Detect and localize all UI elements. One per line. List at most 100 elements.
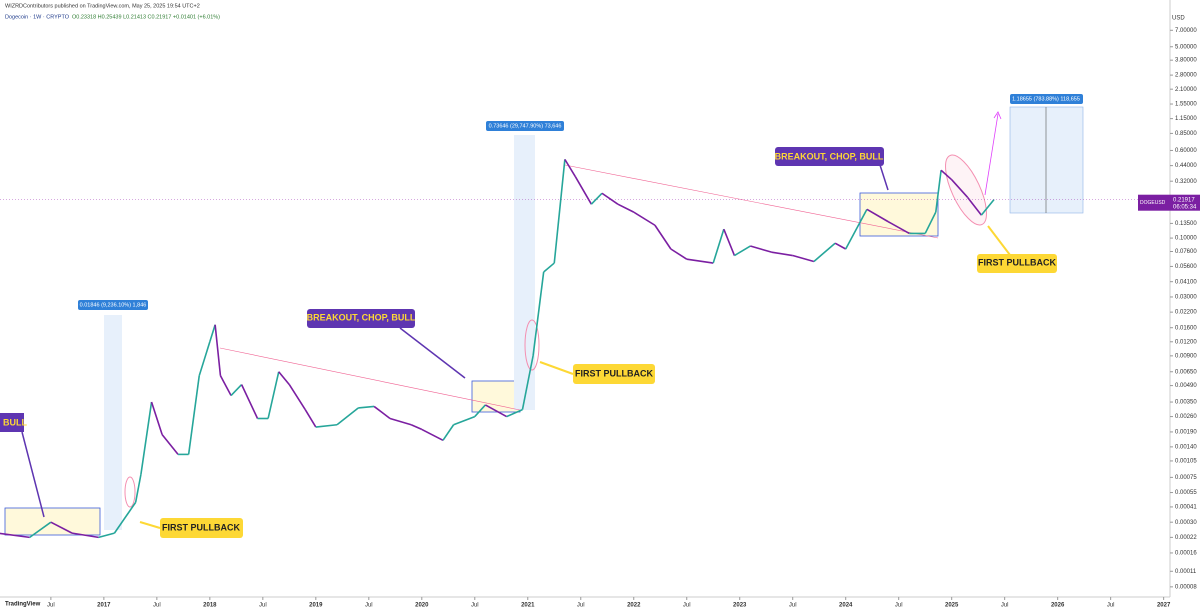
price-segment <box>421 428 444 442</box>
pointer <box>21 431 45 518</box>
price-segment <box>50 521 73 534</box>
price-segment <box>532 271 545 356</box>
y-tick-label: 0.13500 <box>1175 221 1197 227</box>
price-segment <box>373 405 391 420</box>
label-box <box>160 518 243 538</box>
y-tick-label: 0.00030 <box>1175 520 1197 526</box>
pointer <box>399 327 466 379</box>
x-tick-label: Jul <box>577 603 585 609</box>
label-box <box>307 309 415 328</box>
price-segment <box>187 375 201 455</box>
ellipse <box>524 319 540 371</box>
last-price-label: 0.21917 <box>1173 197 1195 203</box>
price-segment <box>278 371 290 386</box>
y-tick-label: 0.00075 <box>1175 475 1197 481</box>
y-tick-label: 2.10000 <box>1175 87 1197 93</box>
x-tick-label: 2023 <box>733 603 747 609</box>
price-segment <box>887 220 910 235</box>
y-tick-label: 3.80000 <box>1175 58 1197 64</box>
y-tick-label: 1.15000 <box>1175 116 1197 122</box>
price-segment <box>453 415 476 426</box>
price-segment <box>29 521 52 539</box>
price-series <box>0 158 995 539</box>
y-tick-label: 0.03000 <box>1175 295 1197 301</box>
x-tick-label: Jul <box>789 603 797 609</box>
annotation: FIRST PULLBACK <box>162 522 240 532</box>
y-tick-label: 0.00041 <box>1175 504 1197 510</box>
price-segment <box>140 401 153 475</box>
y-tick-label: 0.02200 <box>1175 310 1197 316</box>
y-tick-label: 0.00105 <box>1175 459 1197 465</box>
measure-box <box>1009 106 1084 214</box>
y-tick-label: 0.00055 <box>1175 490 1197 496</box>
price-segment <box>98 532 115 539</box>
measure-box <box>514 135 535 410</box>
x-tick-label: Jul <box>895 603 903 609</box>
price-segment <box>304 409 317 428</box>
price-segment <box>484 404 507 418</box>
trendline <box>564 164 939 239</box>
footer: TradingView <box>5 602 41 608</box>
y-tick-label: 0.05600 <box>1175 264 1197 270</box>
x-tick-label: 2019 <box>309 603 323 609</box>
series-name: DOGEUSD <box>1140 200 1166 206</box>
pointer <box>139 521 161 529</box>
label-box <box>775 147 884 166</box>
price-segment <box>288 384 306 411</box>
price-segment <box>71 532 99 539</box>
price-segment <box>686 258 714 264</box>
price-segment <box>712 228 725 264</box>
y-tick-label: 0.00350 <box>1175 400 1197 406</box>
x-tick-label: Jul <box>153 603 161 609</box>
zone <box>859 192 939 237</box>
x-tick-label: 2018 <box>203 603 217 609</box>
price-segment <box>506 408 523 418</box>
price-segment <box>633 211 656 226</box>
x-tick-label: Jul <box>259 603 267 609</box>
price-segment <box>734 245 751 257</box>
price-segment <box>240 384 259 419</box>
y-tick-label: 0.07600 <box>1175 249 1197 255</box>
arrow-head <box>993 111 1002 120</box>
price-segment <box>980 199 995 216</box>
price-segment <box>0 532 30 539</box>
y-tick-label: 0.00011 <box>1175 569 1197 575</box>
price-segment <box>940 169 953 181</box>
annotation: BULL <box>3 417 27 427</box>
price-segment <box>813 242 836 263</box>
price-segment <box>723 228 736 256</box>
x-tick-label: 2027 <box>1157 603 1171 609</box>
publisher: WIZRDContributors published on TradingVi… <box>5 3 200 9</box>
measure-label-box <box>78 300 148 310</box>
zone <box>471 380 521 413</box>
price-segment <box>792 254 815 263</box>
price-segment <box>358 405 375 409</box>
y-tick-label: 0.00190 <box>1175 429 1197 435</box>
x-tick-label: Jul <box>471 603 479 609</box>
currency: USD <box>1172 16 1185 22</box>
ohlc: O0.23318 H0.25439 L0.21413 C0.21917 +0.0… <box>72 14 220 20</box>
annotation: FIRST PULLBACK <box>575 368 653 378</box>
price-segment <box>590 192 603 205</box>
y-tick-label: 0.00900 <box>1175 353 1197 359</box>
ellipse <box>124 476 136 508</box>
price-segment <box>845 208 868 250</box>
price-segment <box>966 196 982 216</box>
zone <box>4 507 101 536</box>
pointer <box>879 164 889 191</box>
projection-arrow <box>984 113 999 196</box>
measure-label-box <box>486 121 564 131</box>
price-segment <box>474 404 486 418</box>
price-segment <box>601 192 619 205</box>
price-segment <box>866 208 889 223</box>
x-tick-label: Jul <box>365 603 373 609</box>
x-tick-label: 2024 <box>839 603 853 609</box>
measure-label: 0.73646 (29,747.90%) 73,646 <box>489 123 562 129</box>
price-segment <box>617 203 635 213</box>
price-segment <box>198 341 211 376</box>
measure-label-box <box>1010 94 1083 104</box>
measure-label: 1.18655 (783.88%) 118,655 <box>1012 96 1080 102</box>
price-segment <box>336 407 359 426</box>
